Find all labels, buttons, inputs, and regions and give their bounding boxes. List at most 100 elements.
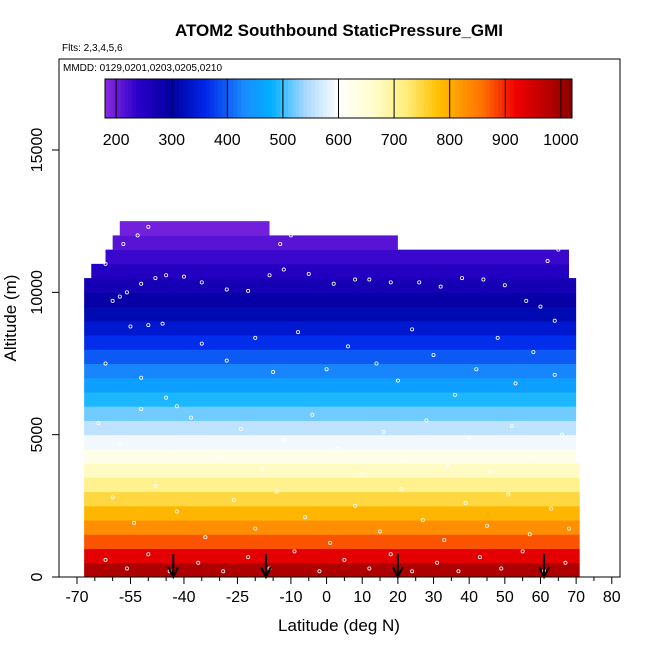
colorbar-segment	[237, 79, 242, 118]
colorbar-segment	[186, 79, 192, 118]
observation-point	[402, 458, 407, 463]
colorbar-tick-label: 400	[214, 132, 241, 149]
colorbar-segment	[459, 79, 464, 118]
observation-point	[139, 407, 144, 412]
observation-point	[324, 367, 329, 372]
y-tick-label: 5000	[29, 417, 46, 453]
field-band	[84, 534, 580, 550]
observation-point	[253, 526, 258, 531]
observation-point	[103, 557, 108, 562]
observation-point	[378, 529, 383, 534]
pressure-field	[84, 221, 580, 578]
x-tick-label: 40	[460, 589, 478, 606]
observation-point	[203, 535, 208, 540]
observation-point	[267, 273, 272, 278]
observation-point	[524, 298, 529, 303]
colorbar-segment	[210, 79, 215, 118]
observation-point	[388, 280, 393, 285]
observation-point	[132, 520, 137, 525]
colorbar: 200 300 400 500 600 700 800 900 1000	[103, 78, 579, 149]
observation-point	[399, 486, 404, 491]
colorbar-segment	[354, 79, 359, 118]
observation-point	[117, 294, 122, 299]
colorbar-segment	[564, 79, 569, 118]
observation-point	[146, 224, 151, 229]
colorbar-segment	[319, 79, 324, 118]
observation-point	[367, 566, 372, 571]
observation-point	[342, 557, 347, 562]
field-band	[84, 292, 577, 308]
field-band	[84, 363, 577, 379]
observation-point	[146, 552, 151, 557]
colorbar-segment	[291, 79, 297, 118]
observation-point	[488, 469, 493, 474]
colorbar-segment	[408, 79, 413, 118]
observation-point	[353, 503, 358, 508]
colorbar-segment	[213, 79, 219, 118]
observation-point	[260, 466, 265, 471]
colorbar-tick-label: 600	[325, 132, 352, 149]
colorbar-segment	[463, 79, 468, 118]
observation-point	[306, 271, 311, 276]
colorbar-segment	[147, 79, 153, 118]
colorbar-segment	[470, 79, 476, 118]
observation-point	[335, 446, 340, 451]
observation-point	[420, 518, 425, 523]
observation-point	[563, 560, 568, 565]
colorbar-segment	[155, 79, 160, 118]
observation-point	[360, 472, 365, 477]
observation-point	[292, 549, 297, 554]
colorbar-segment	[167, 79, 172, 118]
colorbar-segment	[505, 79, 511, 118]
field-band	[119, 221, 270, 236]
observation-point	[556, 247, 561, 252]
colorbar-segment	[428, 79, 433, 118]
field-band	[84, 477, 580, 493]
flights-subtitle: Flts: 2,3,4,5,6	[62, 43, 123, 54]
colorbar-segment	[533, 79, 538, 118]
colorbar-tick-label: 200	[103, 132, 130, 149]
observation-point	[520, 549, 525, 554]
observation-point	[456, 569, 461, 574]
colorbar-segment	[439, 79, 444, 118]
colorbar-segment	[268, 79, 273, 118]
observation-point	[527, 532, 532, 537]
x-tick-label: 50	[496, 589, 514, 606]
observation-point	[474, 367, 479, 372]
colorbar-segment	[159, 79, 164, 118]
colorbar-segment	[361, 79, 367, 118]
colorbar-segment	[486, 79, 491, 118]
colorbar-segment	[525, 79, 530, 118]
colorbar-segment	[400, 79, 406, 118]
observation-point	[271, 370, 276, 375]
colorbar-segment	[248, 79, 254, 118]
colorbar-segment	[350, 79, 355, 118]
observation-point	[199, 280, 204, 285]
colorbar-segment	[377, 79, 382, 118]
observation-point	[146, 323, 151, 328]
observation-point	[217, 455, 222, 460]
colorbar-segment	[529, 79, 534, 118]
y-tick-label: 0	[29, 572, 46, 581]
y-axis: 0 5000 10000 15000	[29, 128, 59, 581]
colorbar-tick-label: 500	[270, 132, 297, 149]
observation-point	[559, 432, 564, 437]
colorbar-tick-label: 300	[158, 132, 185, 149]
observation-point	[288, 233, 293, 238]
colorbar-segment	[229, 79, 234, 118]
x-tick-label: 0	[322, 589, 331, 606]
colorbar-segment	[194, 79, 199, 118]
colorbar-segment	[140, 79, 145, 118]
colorbar-segment	[385, 79, 390, 118]
observation-point	[567, 526, 572, 531]
x-tick-label: 10	[353, 589, 371, 606]
colorbar-tick-label: 700	[381, 132, 408, 149]
colorbar-segment	[478, 79, 483, 118]
observation-point	[442, 537, 447, 542]
observation-point	[139, 281, 144, 286]
field-band	[84, 335, 577, 350]
colorbar-segment	[151, 79, 156, 118]
colorbar-segment	[373, 79, 378, 118]
observation-point	[110, 298, 115, 303]
